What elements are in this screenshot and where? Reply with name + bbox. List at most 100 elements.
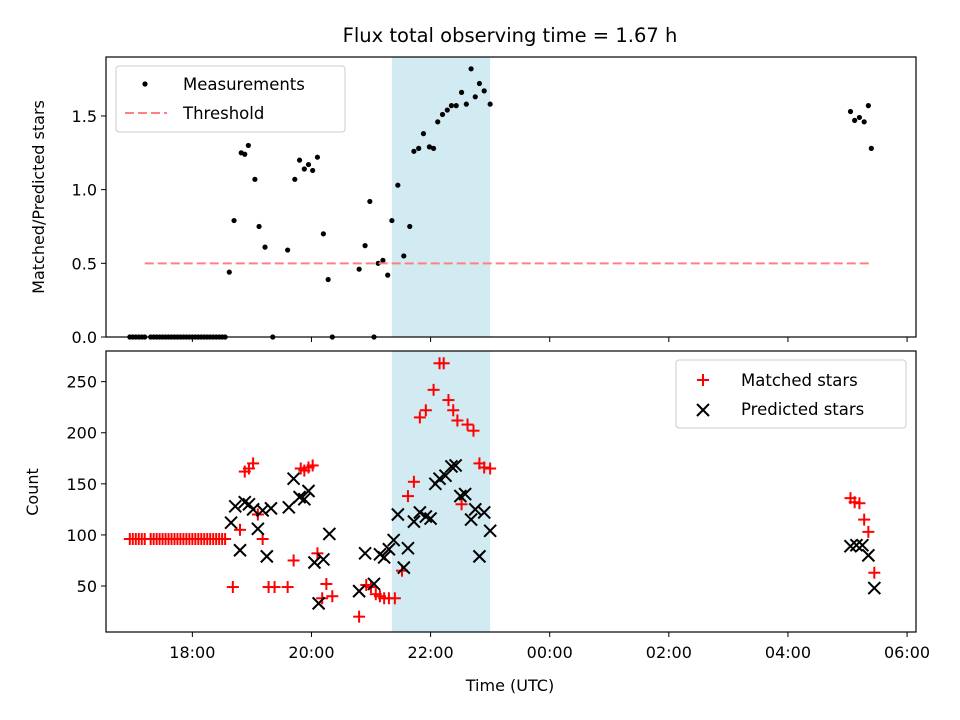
predicted-star-point [382, 542, 396, 556]
predicted-star-point [464, 512, 478, 527]
y-tick-label: 250 [66, 373, 97, 392]
predicted-star-point [472, 549, 487, 564]
matched-star-point [461, 418, 474, 431]
ratio-legend-box [115, 65, 346, 133]
matched-star-point [413, 411, 426, 424]
y-tick-label: 150 [66, 475, 97, 494]
predicted-star-point [438, 468, 453, 483]
y-tick-label: 0.5 [72, 254, 97, 273]
measurement-point [430, 145, 437, 151]
x-tick-label: 20:00 [288, 643, 334, 662]
matched-star-point [311, 547, 324, 560]
predicted-star-point [377, 550, 391, 565]
predicted-star-point [316, 552, 331, 567]
matched-star-point [858, 513, 871, 526]
predicted-star-point [322, 527, 337, 541]
measurement-point [411, 148, 417, 154]
measurement-point [395, 182, 401, 188]
predicted-star-point [386, 533, 401, 547]
x-tick-label: 00:00 [527, 643, 573, 662]
measurements-points [127, 66, 874, 340]
predicted-star-point [286, 472, 301, 486]
matched-star-point [247, 457, 260, 470]
predicted-star-point [458, 487, 472, 501]
predicted-star-point [397, 560, 411, 575]
matched-star-point [451, 414, 464, 427]
matched-star-point [281, 581, 294, 594]
measurement-point [472, 94, 478, 100]
measurement-point [296, 157, 303, 163]
predicted-star-point [260, 549, 274, 564]
count-panel-frame [105, 350, 917, 633]
ratio-panel: 0.0 0.5 1.0 1.5 Matched/Predicted stars Mea… [29, 56, 917, 347]
measurement-point [256, 223, 262, 230]
count-legend-box [675, 359, 907, 429]
matched-star-point [226, 581, 239, 594]
measurement-point [439, 111, 446, 118]
measurement-point [861, 119, 867, 125]
measurement-point [362, 243, 368, 249]
x-axis-label: Time (UTC) [465, 676, 554, 695]
count-panel: 50 100 150 200 250 18:00 20:00 22:00 00:00 02:00… [23, 350, 930, 695]
predicted-star-point [867, 581, 882, 595]
matched-star-point [268, 581, 281, 594]
y-tick-label: 50 [77, 577, 97, 596]
matched-star-point [401, 490, 414, 503]
measurement-point [252, 176, 258, 182]
predicted-star-point [311, 596, 326, 611]
measurement-point [852, 117, 858, 123]
measurement-point [401, 253, 407, 259]
measurement-point [476, 80, 483, 87]
measurement-point [856, 114, 863, 121]
y-tick-label: 100 [66, 526, 97, 545]
x-tick-label: 22:00 [408, 643, 454, 662]
measurement-point [292, 176, 298, 182]
measurement-point [865, 103, 871, 109]
measurement-point [435, 119, 441, 125]
matched-star-point [484, 462, 497, 475]
predicted-star-point [255, 503, 270, 518]
legend-threshold-label: Threshold [182, 104, 264, 123]
matched-star-point [306, 459, 319, 472]
predicted-star-point [423, 511, 438, 526]
predicted-star-point [367, 577, 381, 591]
count-legend: Matched stars Predicted stars [675, 359, 907, 429]
measurement-point [468, 66, 474, 72]
matched-star-point [862, 525, 875, 538]
predicted-star-point [477, 505, 491, 520]
measurement-point [420, 131, 427, 137]
matched-star-point [467, 424, 480, 437]
matched-star-point [455, 498, 468, 511]
matched-star-point [287, 554, 300, 567]
predicted-star-point [401, 541, 415, 555]
matched-star-point [326, 590, 339, 603]
measurement-point [285, 247, 291, 253]
count-y-axis-label: Count [23, 468, 42, 516]
x-tick-label: 04:00 [765, 643, 811, 662]
predicted-star-point [483, 524, 497, 538]
measurement-point [375, 260, 381, 266]
measurement-point [847, 108, 854, 115]
measurement-point [458, 89, 465, 95]
measurement-point [416, 145, 422, 151]
measurement-point [367, 198, 373, 205]
matched-star-point [316, 592, 329, 605]
predicted-star-point [297, 492, 312, 506]
measurement-point [231, 217, 237, 224]
y-tick-label: 1.0 [72, 181, 97, 200]
predicted-star-point [282, 500, 296, 515]
matched-star-point [234, 523, 247, 536]
matched-star-point [320, 577, 333, 590]
measurement-point [453, 103, 459, 109]
predicted-star-point [861, 548, 876, 563]
measurement-point [320, 231, 326, 237]
predicted-star-point [468, 502, 482, 517]
measurement-point [380, 257, 386, 263]
predicted-star-point [391, 507, 405, 522]
predicted-star-point [407, 514, 421, 529]
matched-star-point [256, 533, 269, 546]
predicted-star-point [233, 543, 247, 557]
matched-star-point [442, 394, 455, 407]
y-tick-label: 1.5 [72, 107, 97, 126]
measurement-point [262, 244, 268, 250]
